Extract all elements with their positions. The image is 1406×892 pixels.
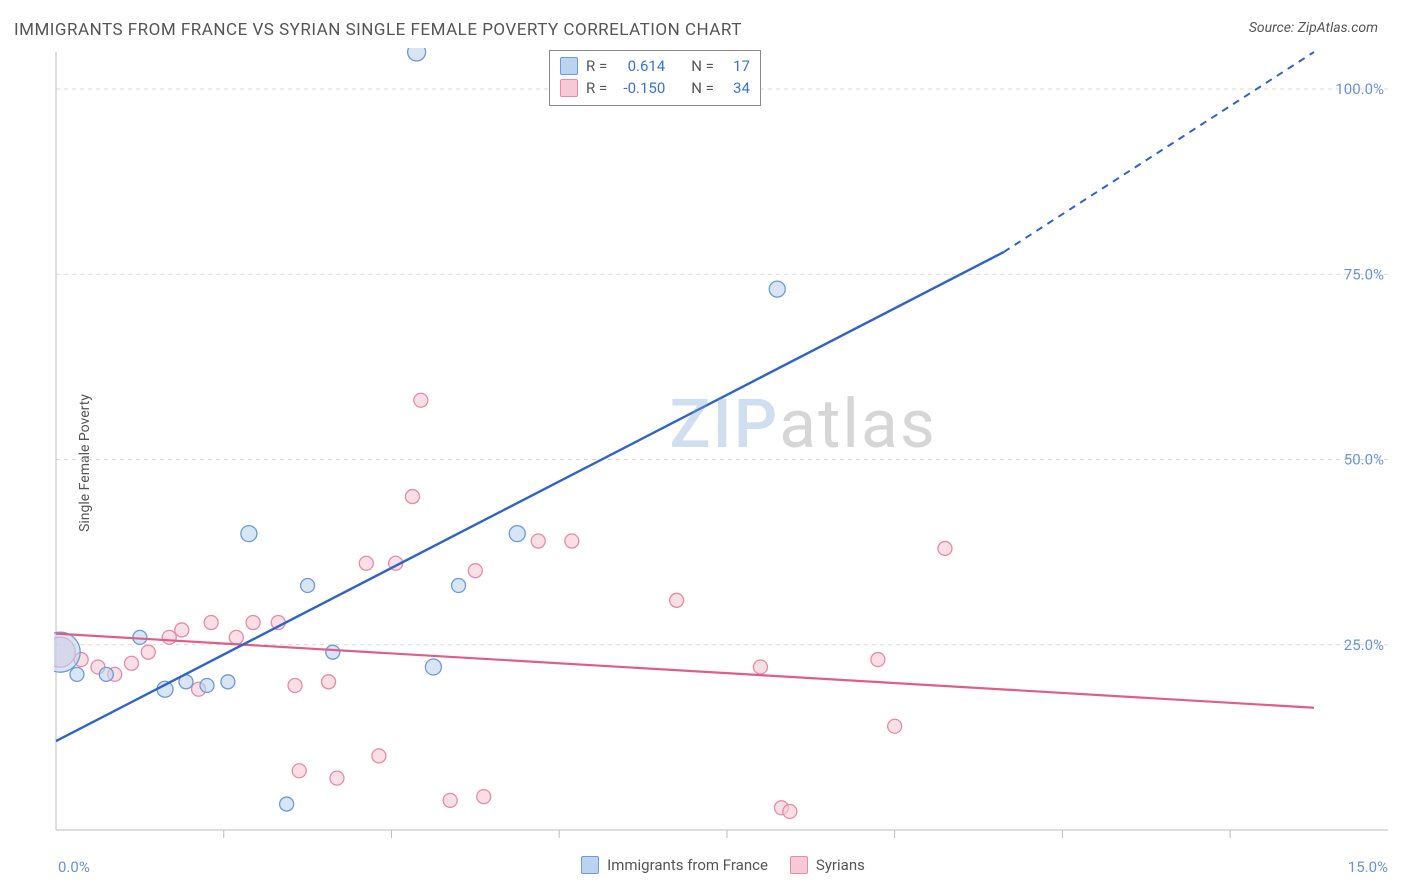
correlation-stats-box: R = 0.614 N = 17 R = -0.150 N = 34 (549, 50, 761, 106)
stats-r-label: R = (586, 79, 607, 97)
chart-area: Single Female Poverty 25.0%50.0%75.0%100… (14, 48, 1392, 878)
data-point-syrian (330, 771, 344, 785)
y-tick-label: 100.0% (1335, 80, 1384, 98)
data-point-syrian (414, 393, 428, 407)
data-point-syrian (888, 719, 902, 733)
legend: Immigrants from France Syrians (54, 852, 1392, 878)
legend-item-syrians: Syrians (790, 856, 865, 874)
legend-label-syrians: Syrians (816, 856, 865, 874)
data-point-syrian (359, 556, 373, 570)
data-point-syrian (468, 564, 482, 578)
y-tick-label: 50.0% (1344, 451, 1384, 469)
data-point-france (70, 667, 84, 681)
data-point-france (301, 578, 315, 592)
data-point-syrian (175, 623, 189, 637)
stats-r-value: 0.614 (615, 57, 665, 75)
data-point-syrian (204, 616, 218, 630)
y-tick-label: 25.0% (1344, 636, 1384, 654)
data-point-france (99, 667, 113, 681)
data-point-syrian (372, 749, 386, 763)
trend-line-france (56, 252, 1004, 741)
stats-row: R = 0.614 N = 17 (560, 55, 750, 77)
stats-r-label: R = (586, 57, 607, 75)
chart-source: Source: ZipAtlas.com (1249, 20, 1378, 36)
scatter-svg: 25.0% 50.0% 75.0% 100.0% (54, 48, 1392, 848)
data-point-syrian (141, 645, 155, 659)
stats-swatch (560, 57, 578, 75)
stats-n-label: N = (691, 57, 714, 75)
data-point-syrian (162, 630, 176, 644)
legend-item-france: Immigrants from France (581, 856, 768, 874)
legend-label-france: Immigrants from France (607, 856, 768, 874)
stats-n-value: 34 (722, 79, 750, 97)
data-point-france (452, 578, 466, 592)
data-point-france (221, 675, 235, 689)
stats-r-value: -0.150 (615, 79, 665, 97)
data-point-syrian (405, 490, 419, 504)
data-point-france (54, 632, 80, 672)
trend-line-france-extrapolated (1004, 52, 1314, 252)
data-point-france (509, 526, 525, 542)
data-point-syrian (753, 660, 767, 674)
data-point-syrian (229, 630, 243, 644)
data-point-syrian (938, 541, 952, 555)
data-point-syrian (477, 790, 491, 804)
data-point-france (241, 526, 257, 542)
legend-swatch-france (581, 856, 599, 874)
data-point-syrian (565, 534, 579, 548)
stats-row: R = -0.150 N = 34 (560, 77, 750, 99)
stats-swatch (560, 79, 578, 97)
y-tick-label: 75.0% (1344, 265, 1384, 283)
data-point-syrian (670, 593, 684, 607)
data-point-france (769, 281, 785, 297)
data-point-france (200, 679, 214, 693)
chart-title: IMMIGRANTS FROM FRANCE VS SYRIAN SINGLE … (14, 20, 742, 40)
data-point-syrian (292, 764, 306, 778)
data-point-france (326, 645, 340, 659)
data-point-syrian (871, 653, 885, 667)
data-point-syrian (124, 656, 138, 670)
data-point-syrian (531, 534, 545, 548)
data-point-syrian (288, 679, 302, 693)
data-point-france (408, 48, 426, 61)
data-point-france (280, 797, 294, 811)
stats-n-value: 17 (722, 57, 750, 75)
data-point-syrian (443, 793, 457, 807)
data-point-syrian (322, 675, 336, 689)
legend-swatch-syrians (790, 856, 808, 874)
stats-n-label: N = (691, 79, 714, 97)
plot-area: 25.0%50.0%75.0%100.0% ZIPatlas R =0.614N… (54, 48, 1392, 848)
data-point-france (425, 659, 441, 675)
data-point-syrian (783, 804, 797, 818)
data-point-syrian (246, 616, 260, 630)
chart-header: IMMIGRANTS FROM FRANCE VS SYRIAN SINGLE … (0, 0, 1406, 44)
